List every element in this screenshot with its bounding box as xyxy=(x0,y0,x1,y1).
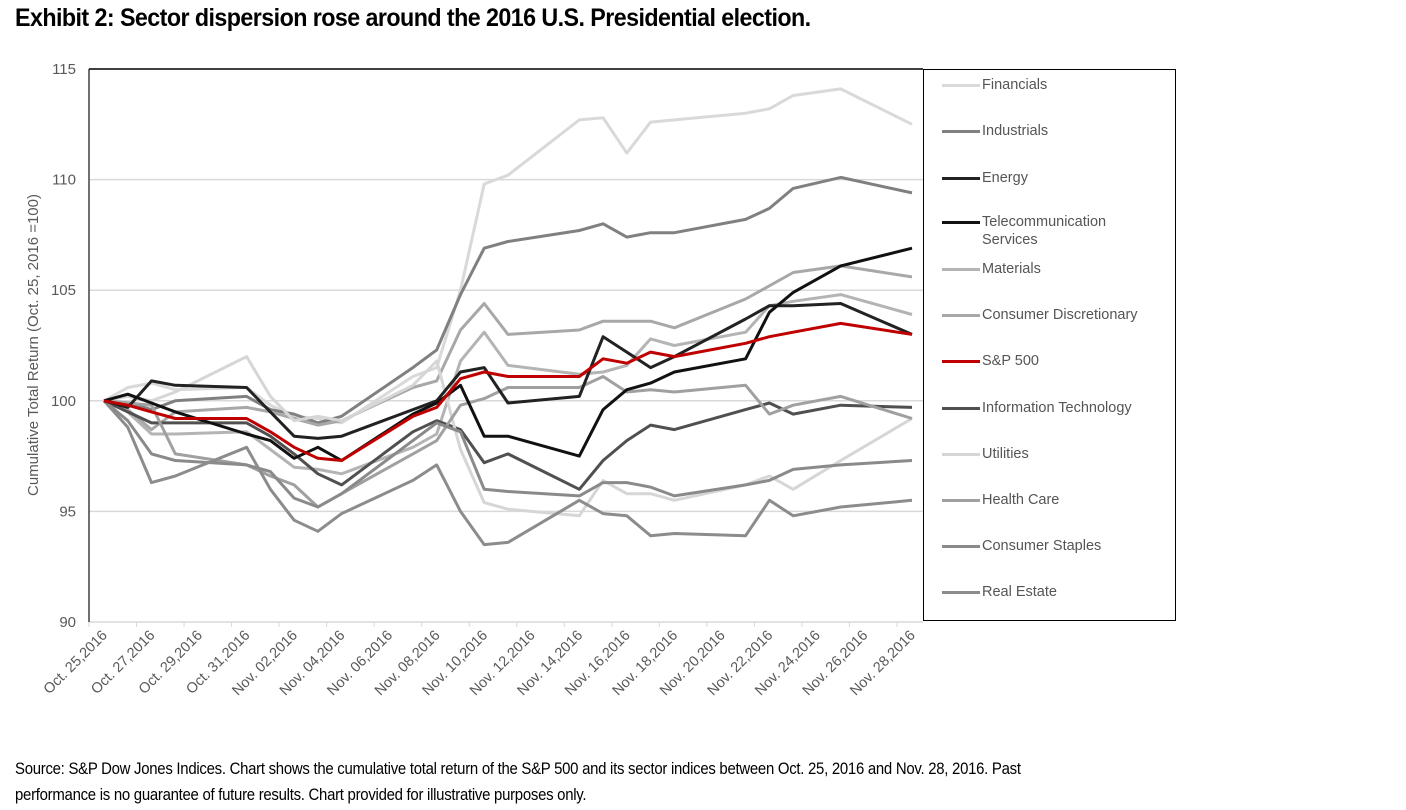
legend-swatch-icon xyxy=(942,360,980,363)
source-line-1: Source: S&P Dow Jones Indices. Chart sho… xyxy=(15,760,1021,778)
legend-label: Industrials xyxy=(982,123,1049,139)
legend-item: S&P 500 xyxy=(942,352,1039,370)
legend-item: Utilities xyxy=(942,445,1029,463)
legend-item: Materials xyxy=(942,260,1041,278)
series-line-s-p-500 xyxy=(103,321,913,462)
legend-swatch-icon xyxy=(942,130,980,133)
series-line-information-technology xyxy=(103,399,913,491)
y-tick-label: 115 xyxy=(52,61,76,78)
legend-item: Consumer Discretionary xyxy=(942,306,1138,324)
y-tick-label: 110 xyxy=(52,172,76,189)
source-line-2: performance is no guarantee of future re… xyxy=(15,786,587,804)
legend-swatch-icon xyxy=(942,268,980,271)
series-lines xyxy=(102,87,913,547)
legend-item: Consumer Staples xyxy=(942,537,1101,555)
y-tick-label: 100 xyxy=(51,393,76,410)
y-axis-ticks: 90 95 100 105 110 115 xyxy=(51,61,76,631)
legend-item: Real Estate xyxy=(942,583,1057,601)
legend-label: Consumer Staples xyxy=(982,538,1102,554)
legend-label: Energy xyxy=(982,170,1028,186)
legend-label: Information Technology xyxy=(982,400,1132,416)
legend-swatch-icon xyxy=(942,499,980,502)
series-line-telecommunication-services xyxy=(103,246,913,462)
legend-swatch-icon xyxy=(942,177,980,180)
legend-item: Financials xyxy=(942,76,1047,94)
y-tick-label: 105 xyxy=(51,282,76,299)
series-line-financials xyxy=(103,87,913,425)
legend-label: Utilities xyxy=(982,446,1029,462)
legend-label: Consumer Discretionary xyxy=(982,307,1138,323)
legend-item: Information Technology xyxy=(942,399,1132,417)
series-line-consumer-discretionary xyxy=(103,264,913,432)
y-tick-label: 95 xyxy=(59,503,76,520)
plot-frame xyxy=(88,68,923,622)
legend-swatch-icon xyxy=(942,314,980,317)
legend-swatch-icon xyxy=(942,545,980,548)
legend: Financials Industrials Energy Telecommunica… xyxy=(923,69,1176,621)
legend-label: Materials xyxy=(982,261,1041,277)
legend-label: Health Care xyxy=(982,492,1060,508)
y-axis-label: Cumulative Total Return (Oct. 25, 2016 =… xyxy=(25,194,42,496)
series-line-industrials xyxy=(103,175,913,425)
legend-label: Telecommunication Services xyxy=(982,214,1107,248)
legend-label: Financials xyxy=(982,77,1048,93)
legend-swatch-icon xyxy=(942,221,980,224)
series-line-materials xyxy=(103,293,913,476)
legend-swatch-icon xyxy=(942,407,980,410)
series-line-real-estate xyxy=(102,399,913,547)
legend-item: Industrials xyxy=(942,122,1048,140)
series-line-consumer-staples xyxy=(103,399,913,509)
legend-swatch-icon xyxy=(942,453,980,456)
y-tick-label: 90 xyxy=(59,614,76,631)
legend-label: Real Estate xyxy=(982,584,1057,600)
legend-swatch-icon xyxy=(942,591,980,594)
legend-swatch-icon xyxy=(942,84,980,87)
series-line-energy xyxy=(103,302,913,440)
source-note: Source: S&P Dow Jones Indices. Chart sho… xyxy=(15,756,1405,808)
chart-title: Exhibit 2: Sector dispersion rose around… xyxy=(15,4,811,32)
legend-item: Telecommunication Services xyxy=(942,213,1142,249)
legend-item: Health Care xyxy=(942,491,1059,509)
legend-label: S&P 500 xyxy=(982,353,1039,369)
legend-item: Energy xyxy=(942,169,1028,187)
